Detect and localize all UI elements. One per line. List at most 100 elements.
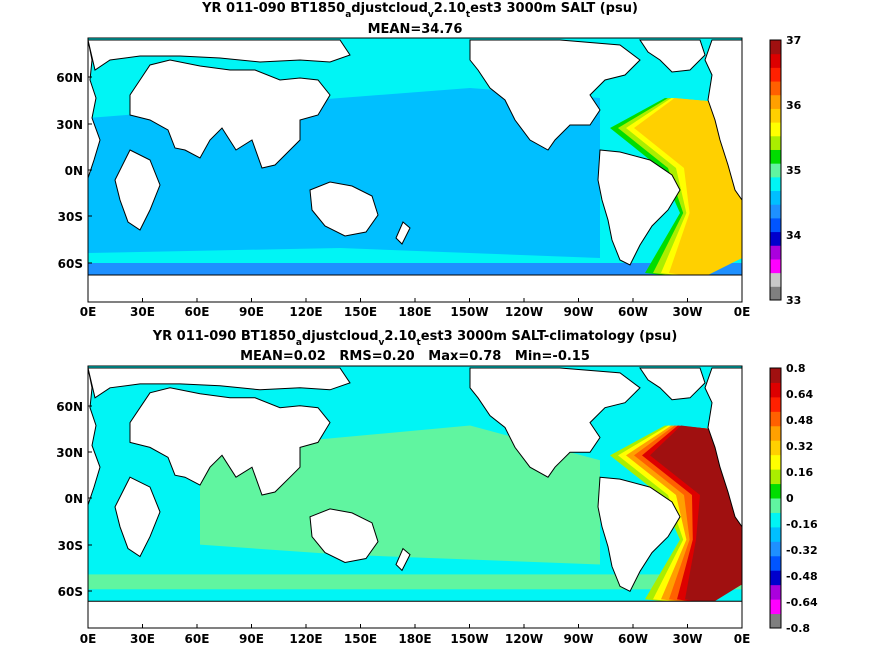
colorbar-swatch bbox=[770, 526, 781, 542]
land-mass bbox=[129, 59, 331, 169]
lon-tick-label: 90W bbox=[564, 632, 594, 646]
lon-tick-label: 90W bbox=[564, 305, 594, 319]
land-mass bbox=[639, 367, 706, 401]
colorbar-tick-label: 37 bbox=[786, 34, 801, 47]
lat-tick-label: 60S bbox=[58, 585, 83, 599]
land-mass bbox=[395, 221, 411, 245]
bottom-map bbox=[88, 366, 742, 628]
lat-tick-label: 30S bbox=[58, 210, 83, 224]
land-mass bbox=[88, 39, 101, 179]
lat-tick-label: 30N bbox=[56, 118, 83, 132]
colorbar-tick-label: 33 bbox=[786, 294, 801, 307]
lon-tick-label: 30W bbox=[673, 305, 703, 319]
lon-tick-label: 60W bbox=[618, 632, 648, 646]
lon-tick-label: 0E bbox=[80, 632, 97, 646]
land-mass bbox=[309, 181, 379, 237]
land-mass bbox=[639, 39, 706, 73]
colorbar-tick-label: -0.16 bbox=[786, 518, 818, 531]
colorbar-tick-label: -0.64 bbox=[786, 596, 818, 609]
colorbar-tick-label: 0.16 bbox=[786, 466, 813, 479]
atlantic-anomaly bbox=[634, 98, 742, 278]
land-mass bbox=[704, 39, 742, 201]
lon-tick-label: 150E bbox=[344, 632, 377, 646]
colorbar-tick-label: 36 bbox=[786, 99, 802, 112]
lon-tick-label: 30E bbox=[130, 632, 155, 646]
colorbar-swatch bbox=[770, 258, 781, 274]
land-mass bbox=[469, 39, 641, 151]
colorbar-swatch bbox=[770, 382, 781, 398]
colorbar-swatch bbox=[770, 469, 781, 485]
lon-tick-label: 150W bbox=[450, 305, 488, 319]
colorbar-swatch bbox=[770, 245, 781, 260]
colorbar-swatch bbox=[770, 67, 781, 82]
colorbar-tick-label: 0.32 bbox=[786, 440, 813, 453]
top-map bbox=[88, 38, 742, 302]
lat-tick-label: 30S bbox=[58, 539, 83, 553]
colorbar-swatch bbox=[770, 94, 781, 109]
colorbar-swatch bbox=[770, 53, 781, 68]
colorbar-swatch bbox=[770, 217, 781, 233]
bottom-colorbar: 0.8 0.64 0.48 0.32 0.16 0 -0.16 -0.32 -0.48 -0.64… bbox=[769, 362, 818, 635]
top-lat-axis: 60N 30N 0N 30S 60S bbox=[56, 71, 92, 271]
colorbar-tick-label: 34 bbox=[786, 229, 802, 242]
colorbar-swatch bbox=[770, 570, 781, 586]
bottom-title: YR 011-090 BT1850adjustcloudv2.10test3 3… bbox=[152, 329, 678, 348]
lon-tick-label: 120W bbox=[505, 305, 543, 319]
land-mass bbox=[88, 39, 351, 71]
land-mass bbox=[88, 274, 742, 302]
land-mass bbox=[395, 547, 411, 572]
colorbar-swatch bbox=[770, 135, 781, 150]
top-colorbar: 37 36 35 34 33 bbox=[769, 34, 802, 307]
colorbar-swatch bbox=[770, 411, 781, 427]
atlantic-anomaly bbox=[650, 425, 742, 605]
colorbar-swatch bbox=[770, 555, 781, 571]
colorbar-tick-label: 0.64 bbox=[786, 388, 813, 401]
lon-tick-label: 120W bbox=[505, 632, 543, 646]
lon-tick-label: 90E bbox=[239, 305, 264, 319]
colorbar-tick-label: 0.8 bbox=[786, 362, 806, 375]
lon-tick-label: 30E bbox=[130, 305, 155, 319]
lon-tick-label: 60E bbox=[185, 632, 210, 646]
colorbar-tick-label: -0.48 bbox=[786, 570, 818, 583]
land-mass bbox=[88, 600, 742, 628]
colorbar-swatch bbox=[770, 108, 781, 123]
colorbar-tick-label: -0.32 bbox=[786, 544, 818, 557]
land-mass bbox=[309, 508, 379, 564]
bottom-stats: MEAN=0.02 RMS=0.20 Max=0.78 Min=-0.15 bbox=[240, 349, 590, 364]
lon-tick-label: 0E bbox=[734, 632, 751, 646]
lat-tick-label: 60N bbox=[56, 71, 83, 85]
lat-tick-label: 60N bbox=[56, 400, 83, 414]
land-mass bbox=[469, 367, 641, 478]
colorbar-swatch bbox=[770, 541, 781, 557]
colorbar-frame bbox=[769, 39, 782, 301]
colorbar-swatch bbox=[770, 163, 781, 178]
colorbar-swatch bbox=[770, 425, 781, 441]
lon-tick-label: 30W bbox=[673, 632, 703, 646]
colorbar-swatch bbox=[770, 81, 781, 96]
bottom-title-text: YR 011-090 BT1850adjustcloudv2.10test3 3… bbox=[152, 329, 678, 348]
land-mass bbox=[597, 476, 681, 592]
colorbar-swatch bbox=[770, 396, 781, 412]
colorbar-swatch bbox=[770, 498, 781, 513]
lon-tick-label: 180E bbox=[398, 632, 431, 646]
bottom-lon-axis: 0E 30E 60E 90E 120E 150E 180E 150W 120W 90W 60W 30W… bbox=[80, 624, 751, 646]
lon-tick-label: 60E bbox=[185, 305, 210, 319]
colorbar-swatch bbox=[770, 231, 781, 246]
colorbar-swatch bbox=[770, 190, 781, 205]
colorbar-frame bbox=[769, 367, 782, 629]
colorbar-swatch bbox=[770, 599, 781, 615]
lon-tick-label: 120E bbox=[289, 305, 322, 319]
land-mass bbox=[129, 387, 331, 496]
colorbar-swatch bbox=[770, 512, 781, 528]
colorbar-swatch bbox=[770, 483, 781, 499]
lon-tick-label: 120E bbox=[289, 632, 322, 646]
colorbar-swatch bbox=[770, 40, 781, 55]
lat-tick-label: 30N bbox=[56, 446, 83, 460]
land-mass bbox=[114, 476, 161, 558]
top-title: YR 011-090 BT1850adjustcloudv2.10test3 3… bbox=[201, 1, 638, 20]
colorbar-swatch bbox=[770, 613, 781, 629]
top-stats: MEAN=34.76 bbox=[368, 22, 463, 37]
lat-tick-label: 60S bbox=[58, 257, 83, 271]
land-mass bbox=[88, 367, 101, 506]
colorbar-swatch bbox=[770, 454, 781, 470]
